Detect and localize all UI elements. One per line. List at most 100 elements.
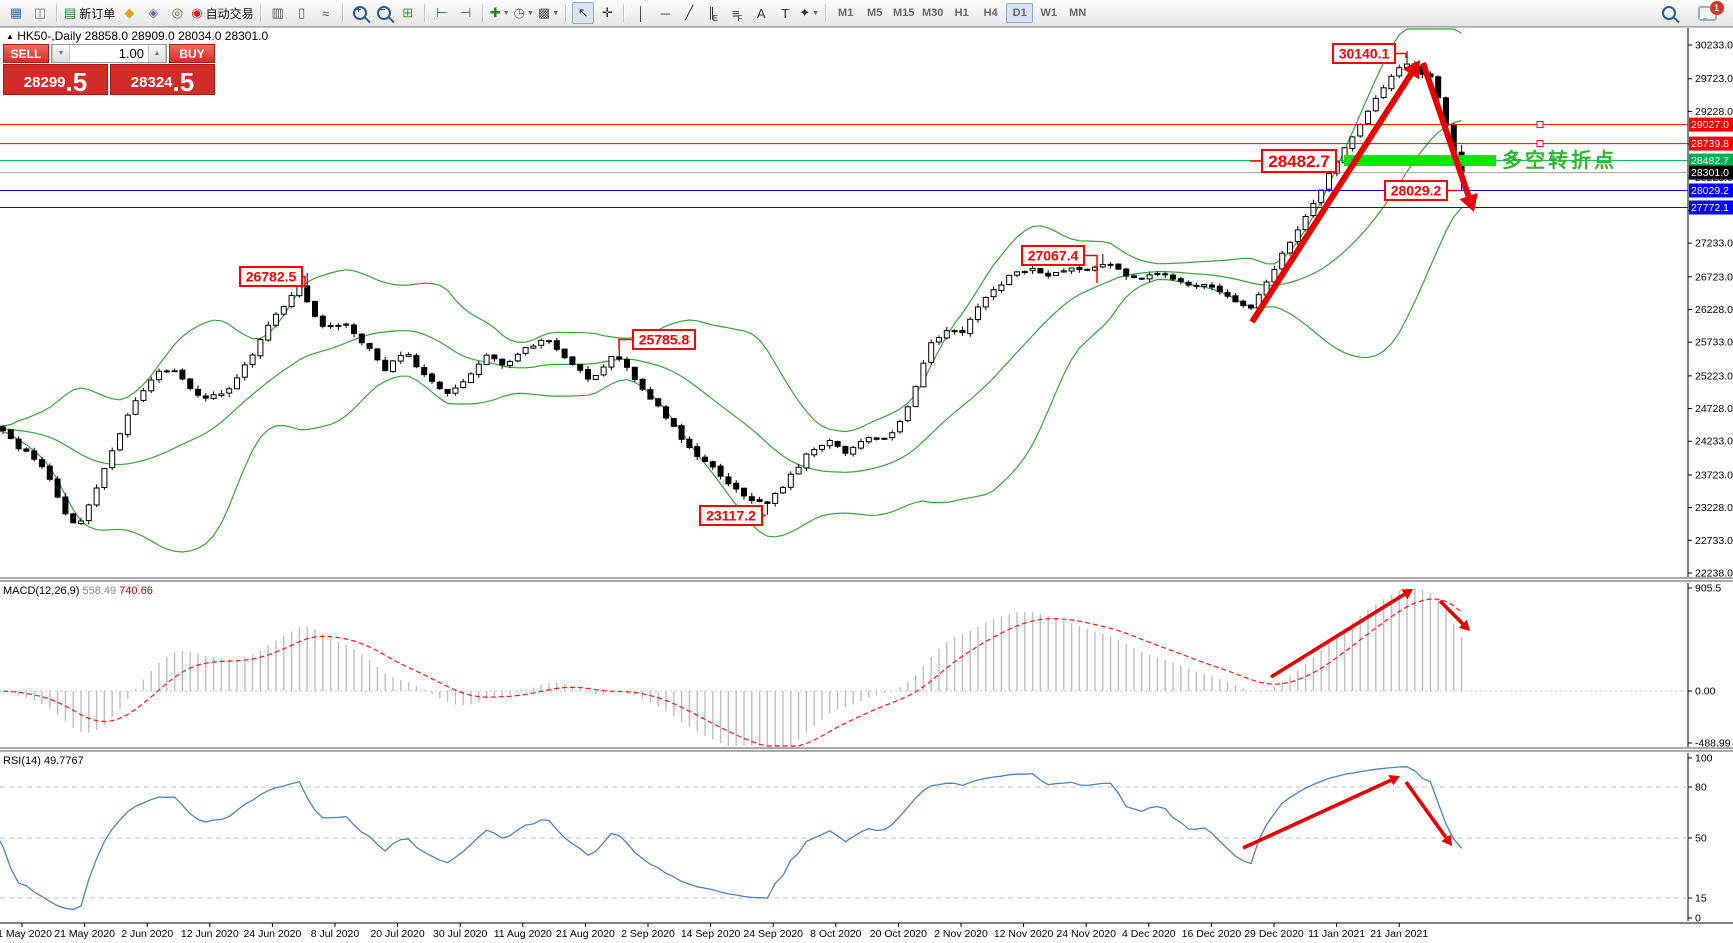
zoom-in-icon[interactable]: + (349, 2, 371, 24)
svg-text:28482.7: 28482.7 (1268, 152, 1329, 171)
buy-price-display[interactable]: 28324.5 (110, 64, 215, 95)
timeframe-d1[interactable]: D1 (1006, 3, 1034, 23)
fibonacci-tool[interactable]: ≡ F (731, 5, 743, 24)
svg-text:27772.1: 27772.1 (1691, 202, 1729, 214)
history-icon[interactable]: ◆ (124, 5, 135, 20)
svg-text:27233.0: 27233.0 (1695, 238, 1733, 250)
svg-text:8 Oct 2020: 8 Oct 2020 (810, 928, 862, 940)
symbol-name: HK50-,Daily (17, 29, 82, 43)
timeframe-w1[interactable]: W1 (1040, 7, 1057, 19)
cursor-tool[interactable]: ↖ (572, 2, 595, 24)
horizontal-line-tool[interactable]: ─ (660, 5, 670, 21)
bars-chart-icon[interactable]: ▥ (271, 5, 284, 20)
candlestick-chart-icon[interactable]: ▯ (298, 5, 306, 20)
chart-frame (0, 26, 1733, 924)
buy-price-frac: .5 (172, 66, 195, 97)
svg-text:12 Jun 2020: 12 Jun 2020 (181, 928, 239, 940)
signals-icon[interactable]: ◎ (171, 5, 183, 20)
toolbar-right-group: 1 (1657, 0, 1729, 24)
timeframe-h4[interactable]: H4 (983, 7, 998, 19)
svg-text:4 Dec 2020: 4 Dec 2020 (1122, 928, 1176, 940)
sell-price-int: 28299 (23, 74, 66, 91)
tile-windows-icon[interactable]: ⊞ (402, 5, 414, 20)
svg-text:0.00: 0.00 (1695, 686, 1716, 698)
vertical-line-tool[interactable]: │ (637, 5, 646, 21)
timeframe-m15[interactable]: M15 (892, 7, 915, 19)
new-order-button-label: 新订单 (79, 6, 116, 21)
trendline-tool[interactable]: ╱ (685, 5, 694, 20)
svg-text:0: 0 (1695, 913, 1701, 925)
svg-text:100: 100 (1695, 753, 1713, 765)
equidistant-channel-tool[interactable]: ∥ E (708, 5, 719, 23)
autotrade-button[interactable]: ◉ 自动交易 (191, 5, 254, 21)
timeframe-mn[interactable]: MN (1069, 7, 1087, 19)
svg-text:27067.4: 27067.4 (1028, 248, 1079, 264)
text-tool[interactable]: A (756, 5, 766, 21)
svg-text:8 Jul 2020: 8 Jul 2020 (311, 928, 360, 940)
svg-text:30140.1: 30140.1 (1339, 46, 1390, 62)
svg-text:26782.5: 26782.5 (246, 269, 297, 285)
timeframe-m5[interactable]: M5 (867, 7, 883, 19)
annotations[interactable]: 26782.5 25785.8 23117.2 27067.4 30140.1 28482… (239, 43, 1617, 526)
crosshair-tool[interactable]: ✛ (601, 5, 613, 20)
label-tool[interactable]: T (781, 5, 790, 21)
autotrade-button-label: 自动交易 (205, 6, 254, 21)
toolbar: ▦ ◫ ▤ 新订单 ◆ ◈ ◎ ◉ 自动交易 ▥ ▯ ≈ + − ⊞ ⊢ ⊣ ✚ ▼ ◷ ▼ ▩ ▼ ↖ ✛ │ ─ ╱ ∥ E ≡ F A T ✦… (0, 0, 1733, 27)
periods-button[interactable]: ◷ ▼ (513, 5, 534, 20)
svg-text:22733.0: 22733.0 (1695, 535, 1733, 547)
sell-button[interactable]: SELL (3, 44, 49, 63)
svg-text:24 Jun 2020: 24 Jun 2020 (243, 928, 301, 940)
price-lines[interactable]: 29027.028739.828482.728301.028029.227772… (0, 117, 1733, 215)
new-order-button[interactable]: ▤ 新订单 (64, 5, 116, 21)
reports-icon[interactable]: ◈ (148, 5, 159, 20)
timeframe-m30[interactable]: M30 (921, 7, 944, 19)
timeframe-h1[interactable]: H1 (954, 7, 969, 19)
symbol-ohlc: 28858.0 28909.0 28034.0 28301.0 (84, 29, 269, 43)
svg-text:23723.0: 23723.0 (1695, 469, 1733, 481)
search-icon[interactable] (1658, 2, 1680, 24)
svg-text:30233.0: 30233.0 (1695, 40, 1733, 52)
volume-stepper: ▼ ▲ (51, 44, 167, 63)
sell-price-frac: .5 (65, 66, 88, 97)
svg-text:24 Sep 2020: 24 Sep 2020 (743, 928, 803, 940)
template-button[interactable]: ▩ ▼ (537, 5, 560, 20)
svg-text:14 Sep 2020: 14 Sep 2020 (681, 928, 741, 940)
svg-text:2 Jun 2020: 2 Jun 2020 (121, 928, 173, 940)
svg-text:2 Sep 2020: 2 Sep 2020 (621, 928, 675, 940)
arrows-tool[interactable]: ✦ ▼ (799, 5, 820, 20)
svg-text:28029.2: 28029.2 (1691, 185, 1729, 197)
zoom-out-icon[interactable]: − (373, 2, 395, 24)
svg-text:905.5: 905.5 (1695, 583, 1721, 595)
add-indicator-button[interactable]: ✚ ▼ (489, 5, 510, 20)
profiles-icon[interactable]: ◫ (33, 5, 47, 20)
svg-text:20 Jul 2020: 20 Jul 2020 (370, 928, 424, 940)
notification-badge: 1 (1709, 0, 1724, 15)
new-chart-icon[interactable]: ▦ (9, 5, 23, 20)
svg-text:28482.7: 28482.7 (1691, 155, 1729, 167)
sell-price-display[interactable]: 28299.5 (3, 64, 108, 95)
autoscroll-icon[interactable]: ⊢ (436, 5, 448, 20)
volume-increase-button[interactable]: ▲ (148, 45, 166, 62)
symbol-title: ▲ HK50-,Daily 28858.0 28909.0 28034.0 28… (6, 29, 268, 43)
chart-shift-icon[interactable]: ⊣ (460, 5, 472, 20)
macd-panel: 905.5 0.00 -488.99 MACD(12,26,9) 558.49 740… (0, 583, 1731, 750)
svg-text:15: 15 (1695, 893, 1707, 905)
svg-text:24 Nov 2020: 24 Nov 2020 (1056, 928, 1116, 940)
svg-text:11 Aug 2020: 11 Aug 2020 (494, 928, 552, 940)
buy-price-int: 28324 (130, 74, 173, 91)
line-chart-icon[interactable]: ≈ (322, 5, 330, 21)
svg-text:25785.8: 25785.8 (639, 332, 690, 348)
svg-text:-488.99: -488.99 (1695, 738, 1731, 750)
timeframe-m1[interactable]: M1 (838, 7, 854, 19)
collapse-arrow-icon[interactable]: ▲ (6, 32, 14, 41)
svg-text:21 Aug 2020: 21 Aug 2020 (556, 928, 615, 940)
volume-decrease-button[interactable]: ▼ (52, 45, 70, 62)
svg-text:29 Dec 2020: 29 Dec 2020 (1244, 928, 1304, 940)
alerts-icon[interactable]: 1 (1696, 0, 1724, 24)
svg-text:50: 50 (1695, 833, 1707, 845)
volume-input[interactable] (70, 45, 148, 62)
main-price-panel (0, 28, 1465, 553)
buy-button[interactable]: BUY (169, 44, 215, 63)
